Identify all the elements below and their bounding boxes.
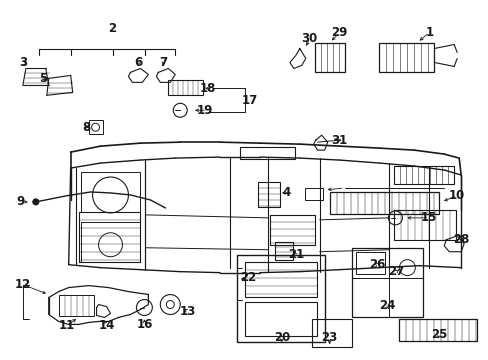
Bar <box>79 212 140 262</box>
Text: 10: 10 <box>448 189 465 202</box>
Text: 25: 25 <box>430 328 447 341</box>
Bar <box>258 182 279 207</box>
Bar <box>379 42 433 72</box>
Bar <box>304 188 322 200</box>
Bar <box>59 294 93 316</box>
Text: 18: 18 <box>200 82 216 95</box>
Text: 5: 5 <box>39 72 47 85</box>
Text: 31: 31 <box>331 134 347 147</box>
Text: 22: 22 <box>240 271 256 284</box>
Bar <box>240 147 294 159</box>
Text: 15: 15 <box>420 211 437 224</box>
Bar <box>394 210 455 240</box>
Text: 13: 13 <box>180 305 196 318</box>
Bar <box>311 319 351 347</box>
Bar <box>168 80 203 95</box>
Bar <box>237 255 324 342</box>
Bar <box>81 222 140 262</box>
Text: 3: 3 <box>19 56 27 69</box>
Bar <box>244 302 316 336</box>
Bar <box>351 248 423 318</box>
Bar <box>355 252 385 274</box>
Bar <box>394 166 453 184</box>
Text: 19: 19 <box>197 104 213 117</box>
Text: 8: 8 <box>82 121 91 134</box>
Bar <box>274 242 292 260</box>
Bar <box>244 262 316 297</box>
Text: 16: 16 <box>136 318 152 331</box>
Text: 20: 20 <box>273 331 289 344</box>
Text: 11: 11 <box>59 319 75 332</box>
Text: 4: 4 <box>282 186 290 199</box>
Text: 6: 6 <box>134 56 142 69</box>
Text: 1: 1 <box>425 26 432 39</box>
Text: 9: 9 <box>17 195 25 208</box>
Text: 30: 30 <box>301 32 317 45</box>
Bar <box>81 172 140 212</box>
Text: 24: 24 <box>379 299 395 312</box>
Text: 17: 17 <box>242 94 258 107</box>
Text: 23: 23 <box>321 331 337 344</box>
Bar <box>314 42 344 72</box>
Text: 21: 21 <box>287 248 304 261</box>
Text: 7: 7 <box>159 56 167 69</box>
Bar <box>88 120 102 134</box>
Text: 2: 2 <box>108 22 116 35</box>
Text: 28: 28 <box>452 233 468 246</box>
Bar <box>329 192 438 214</box>
Text: 14: 14 <box>98 319 115 332</box>
Text: 12: 12 <box>15 278 31 291</box>
Bar <box>399 319 476 341</box>
Text: 27: 27 <box>387 265 404 278</box>
Circle shape <box>33 199 39 205</box>
Text: 29: 29 <box>331 26 347 39</box>
Bar <box>269 215 314 245</box>
Text: 26: 26 <box>368 258 385 271</box>
